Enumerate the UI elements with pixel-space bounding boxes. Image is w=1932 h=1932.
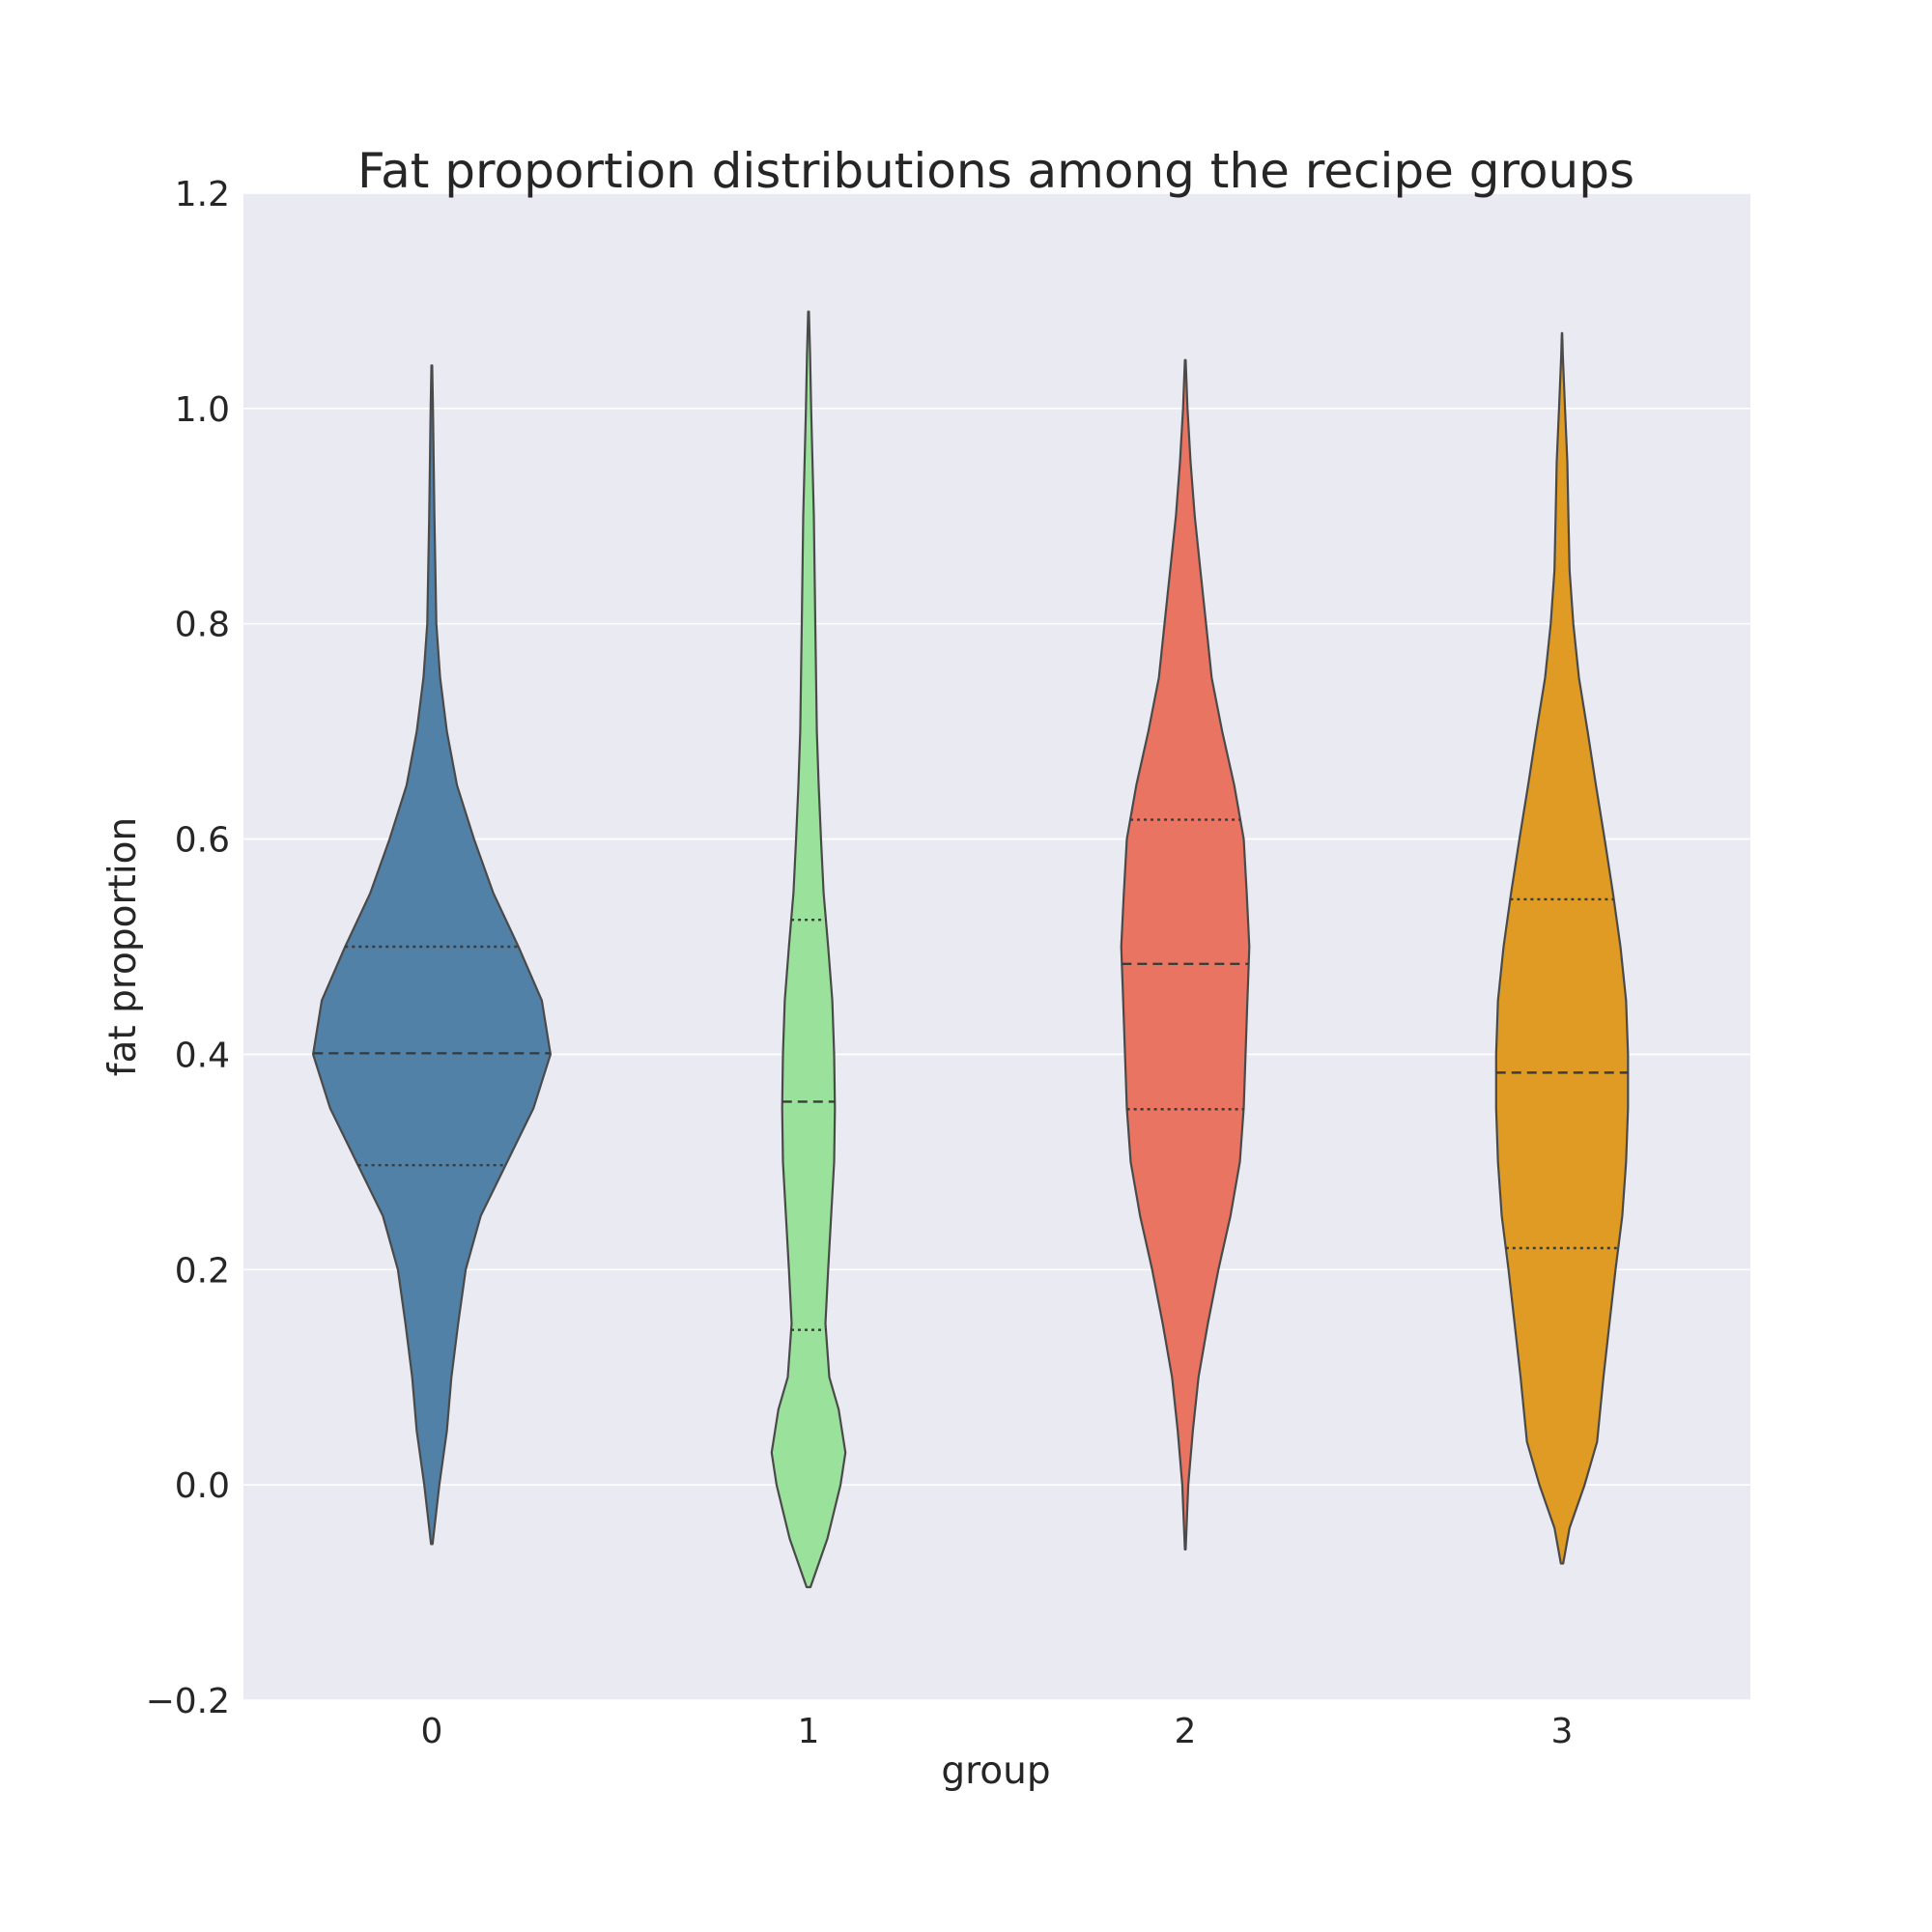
violin-group-3 — [1494, 331, 1630, 1565]
x-tick-label: 0 — [421, 1712, 443, 1751]
violin-group-1 — [770, 310, 847, 1589]
violin-group-2 — [1120, 358, 1251, 1551]
y-tick-label: 0.2 — [175, 1251, 230, 1291]
y-tick-labels: −0.2 0.0 0.2 0.4 0.6 0.8 1.0 1.2 — [146, 175, 230, 1721]
x-tick-label: 3 — [1551, 1712, 1574, 1751]
x-tick-label: 1 — [798, 1712, 820, 1751]
y-tick-label: 0.6 — [175, 821, 230, 861]
violin-body — [770, 310, 847, 1589]
violin-group-0 — [312, 364, 553, 1546]
y-tick-label: 0.4 — [175, 1036, 230, 1075]
y-tick-label: 1.2 — [175, 175, 230, 214]
x-axis-label: group — [941, 1749, 1050, 1793]
y-axis-label: fat proportion — [101, 817, 145, 1076]
y-tick-label: 0.0 — [175, 1466, 230, 1506]
y-tick-label: 0.8 — [175, 606, 230, 645]
violins — [312, 310, 1630, 1589]
violin-body — [312, 364, 553, 1546]
chart-title: Fat proportion distributions among the r… — [357, 143, 1634, 199]
x-tick-label: 2 — [1175, 1712, 1197, 1751]
y-tick-label: −0.2 — [146, 1682, 230, 1721]
y-tick-label: 1.0 — [175, 390, 230, 430]
violin-body — [1494, 331, 1630, 1565]
violin-body — [1120, 358, 1251, 1551]
x-tick-labels: 0 1 2 3 — [421, 1712, 1574, 1751]
